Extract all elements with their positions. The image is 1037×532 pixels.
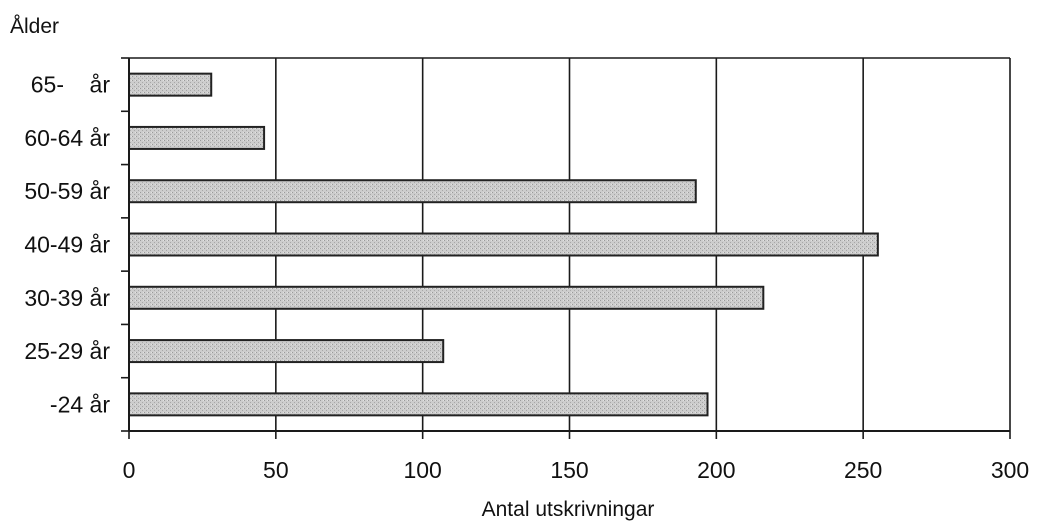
bar-0 [128,72,213,97]
y-tick-label: 65- år [31,72,111,98]
bar-5 [128,339,445,364]
bar-2 [128,179,697,204]
y-axis-title: Ålder [10,15,59,38]
x-tick-label: 200 [697,457,735,483]
x-tick-label: 150 [550,457,588,483]
bar-6 [128,392,709,417]
bar-3 [128,232,879,257]
x-tick-label: 250 [844,457,882,483]
bar-1 [128,125,266,150]
x-tick-label: 300 [991,457,1029,483]
bars [128,72,879,417]
axes [121,57,1011,439]
x-tick-label: 0 [123,457,136,483]
y-tick-label: -24 år [50,391,110,417]
x-tick-label: 100 [403,457,441,483]
bar-4 [128,285,765,310]
y-tick-label: 40-49 år [24,232,110,258]
y-tick-label: 30-39 år [24,285,110,311]
tick-labels: 0 50 100 150 200 250 300 65- år 60-64 år 50-59 år… [24,72,1029,483]
y-tick-label: 50-59 år [24,178,110,204]
y-tick-label: 60-64 år [24,125,110,151]
y-tick-label: 25-29 år [24,338,110,364]
x-tick-label: 50 [263,457,289,483]
x-axis-title: Antal utskrivningar [482,498,655,521]
